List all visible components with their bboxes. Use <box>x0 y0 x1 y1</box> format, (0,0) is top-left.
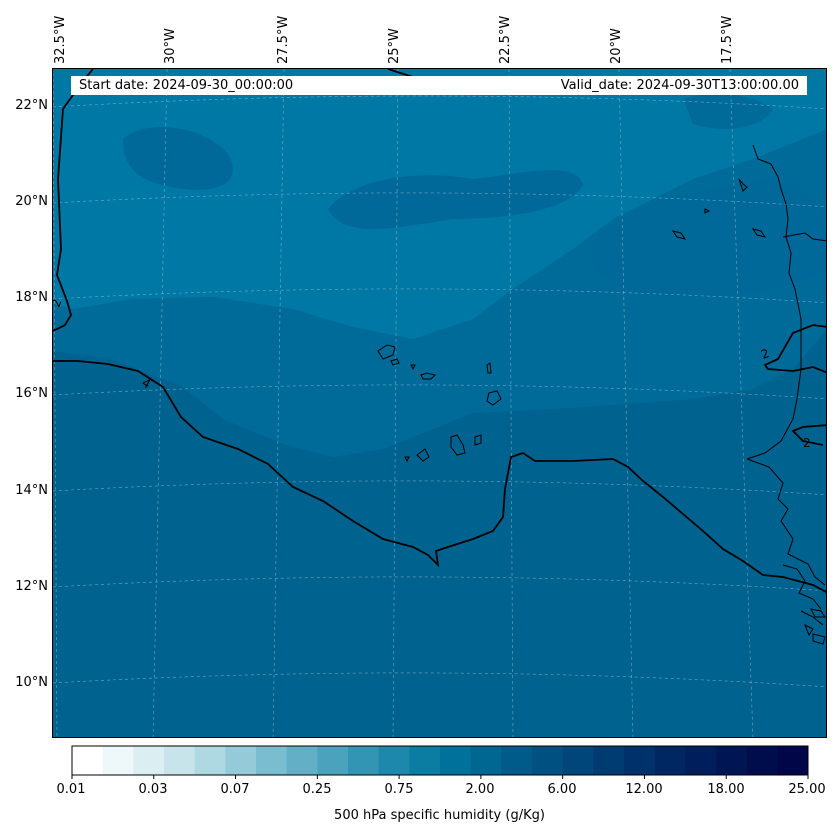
latitude-label: 20°N <box>15 194 48 209</box>
colorbar-segment <box>501 746 533 775</box>
colorbar-segment <box>102 746 134 775</box>
colorbar-frame <box>71 745 809 776</box>
colorbar-tick-label: 0.75 <box>384 782 414 797</box>
colorbar-tick-label: 12.00 <box>625 782 663 797</box>
colorbar-segment <box>746 746 778 775</box>
colorbar-segment <box>409 746 441 775</box>
colorbar-tick-label: 0.07 <box>220 782 250 797</box>
longitude-label: 22.5°W <box>498 15 513 64</box>
latitude-label: 14°N <box>15 483 48 498</box>
colorbar <box>71 745 809 779</box>
colorbar-tick-label: 25.00 <box>788 782 826 797</box>
meridian-gridlines <box>53 69 754 737</box>
longitude-label: 25°W <box>387 28 402 64</box>
colorbar-segment <box>225 746 257 775</box>
start-date-label: Start date: 2024-09-30_00:00:00 <box>79 78 294 93</box>
colorbar-segment <box>777 746 809 775</box>
colorbar-label: 500 hPa specific humidity (g/Kg) <box>334 808 545 823</box>
contour-label: 2 <box>803 436 811 450</box>
map-panel: 2 4 2 2 <box>52 68 827 738</box>
colorbar-segment <box>256 746 288 775</box>
humidity-blob-2 <box>328 169 583 229</box>
colorbar-segment <box>378 746 410 775</box>
colorbar-segment <box>624 746 656 775</box>
colorbar-tick-label: 0.03 <box>138 782 168 797</box>
date-info-bar: Start date: 2024-09-30_00:00:00 Valid_da… <box>71 76 807 95</box>
colorbar-segment <box>194 746 226 775</box>
longitude-label: 30°W <box>163 28 178 64</box>
latitude-label: 16°N <box>15 386 48 401</box>
colorbar-segment <box>440 746 472 775</box>
colorbar-tick-label: 2.00 <box>465 782 495 797</box>
colorbar-segment <box>654 746 686 775</box>
contour-label: 2 <box>53 297 64 309</box>
colorbar-segment <box>716 746 748 775</box>
colorbar-tick-label: 0.01 <box>56 782 86 797</box>
latitude-label: 10°N <box>15 675 48 690</box>
longitude-label: 32.5°W <box>53 15 68 64</box>
humidity-blob-1 <box>123 127 233 190</box>
map-canvas: 2 4 2 2 <box>53 69 826 737</box>
colorbar-segment <box>286 746 318 775</box>
cape-verde-islands <box>377 344 502 463</box>
colorbar-tick-label: 18.00 <box>707 782 745 797</box>
colorbar-segment <box>317 746 349 775</box>
latitude-label: 12°N <box>15 579 48 594</box>
colorbar-tick-label: 0.25 <box>302 782 332 797</box>
colorbar-segment <box>470 746 502 775</box>
colorbar-tick-label: 6.00 <box>547 782 577 797</box>
latitude-label: 18°N <box>15 290 48 305</box>
colorbar-segment <box>72 746 104 775</box>
longitude-label: 27.5°W <box>276 15 291 64</box>
colorbar-segment <box>532 746 564 775</box>
longitude-label: 20°W <box>609 28 624 64</box>
humidity-blob-4 <box>683 93 773 129</box>
latitude-label: 22°N <box>15 98 48 113</box>
valid-date-label: Valid_date: 2024-09-30T13:00:00.00 <box>560 78 799 93</box>
colorbar-segment <box>133 746 165 775</box>
humidity-blob-3 <box>591 179 826 298</box>
longitude-label: 17.5°W <box>720 15 735 64</box>
colorbar-segment <box>593 746 625 775</box>
africa-coastline <box>671 144 826 645</box>
contour-label: 2 <box>759 346 771 362</box>
colorbar-segment <box>348 746 380 775</box>
colorbar-segment <box>685 746 717 775</box>
colorbar-segment <box>562 746 594 775</box>
colorbar-segment <box>164 746 196 775</box>
